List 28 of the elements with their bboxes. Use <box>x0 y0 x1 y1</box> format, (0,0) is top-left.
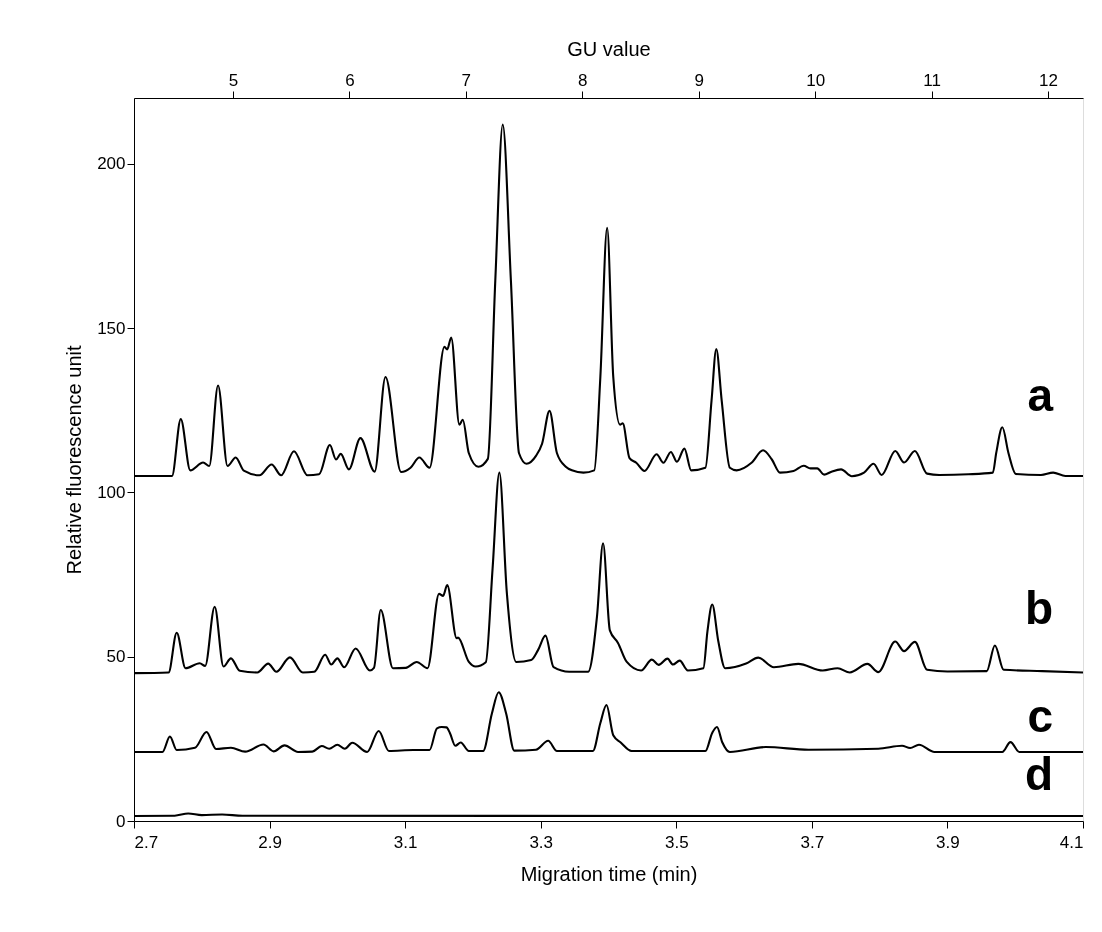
y-tick-label: 50 <box>106 647 126 667</box>
x2-tick-label: 6 <box>345 70 355 90</box>
y-axis-title: Relative fluorescence unit <box>63 345 86 575</box>
y-tick-label: 0 <box>116 811 126 831</box>
series-label: a <box>1027 368 1054 421</box>
x-axis-title: Migration time (min) <box>520 862 698 885</box>
y-tick-label: 100 <box>97 482 126 502</box>
y-tick-label: 150 <box>97 318 126 338</box>
x2-tick-label: 12 <box>1039 70 1059 90</box>
x-tick-label: 2.7 <box>134 832 159 852</box>
x-tick-label: 3.3 <box>529 832 554 852</box>
series-label: c <box>1027 689 1053 742</box>
x-tick-label: 4.1 <box>1059 832 1084 852</box>
x-tick-label: 3.7 <box>800 832 825 852</box>
x2-tick-label: 11 <box>923 70 941 90</box>
x2-tick-label: 9 <box>694 70 704 90</box>
x2-axis-title: GU value <box>567 37 651 60</box>
x-tick-label: 3.5 <box>664 832 689 852</box>
y-tick-label: 200 <box>97 154 126 174</box>
series-label: d <box>1024 748 1053 801</box>
x-tick-label: 2.9 <box>258 832 282 852</box>
series-label: b <box>1024 582 1053 635</box>
x2-tick-label: 8 <box>578 70 588 90</box>
x-tick-label: 3.9 <box>936 832 960 852</box>
x-tick-label: 3.1 <box>393 832 418 852</box>
x2-tick-label: 10 <box>806 70 826 90</box>
x2-tick-label: 5 <box>228 70 239 90</box>
x2-tick-label: 7 <box>461 70 472 90</box>
